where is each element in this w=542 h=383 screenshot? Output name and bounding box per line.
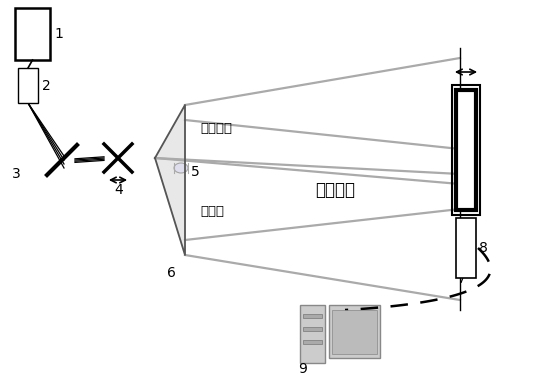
Bar [15,8,50,60]
Text: 4: 4 [114,183,122,197]
Text: 干涉区域: 干涉区域 [315,181,355,199]
Bar [303,314,322,318]
Text: 6: 6 [167,266,176,280]
Bar [452,85,480,215]
Bar [303,327,322,331]
Text: 7: 7 [458,273,466,286]
Ellipse shape [174,163,188,173]
Text: 参考光束: 参考光束 [200,122,232,135]
Text: 9: 9 [298,362,307,376]
Bar [303,340,322,344]
Text: 物光束: 物光束 [200,205,224,218]
Text: 3: 3 [12,167,21,181]
Text: 5: 5 [191,165,200,179]
Bar [300,305,325,363]
Text: 8: 8 [479,241,488,255]
Text: 1: 1 [54,27,63,41]
Polygon shape [155,105,185,255]
Bar [456,218,476,278]
Bar [329,305,380,358]
Bar [18,68,38,103]
Bar [332,310,377,354]
Text: 2: 2 [42,79,51,93]
Bar [456,90,476,210]
